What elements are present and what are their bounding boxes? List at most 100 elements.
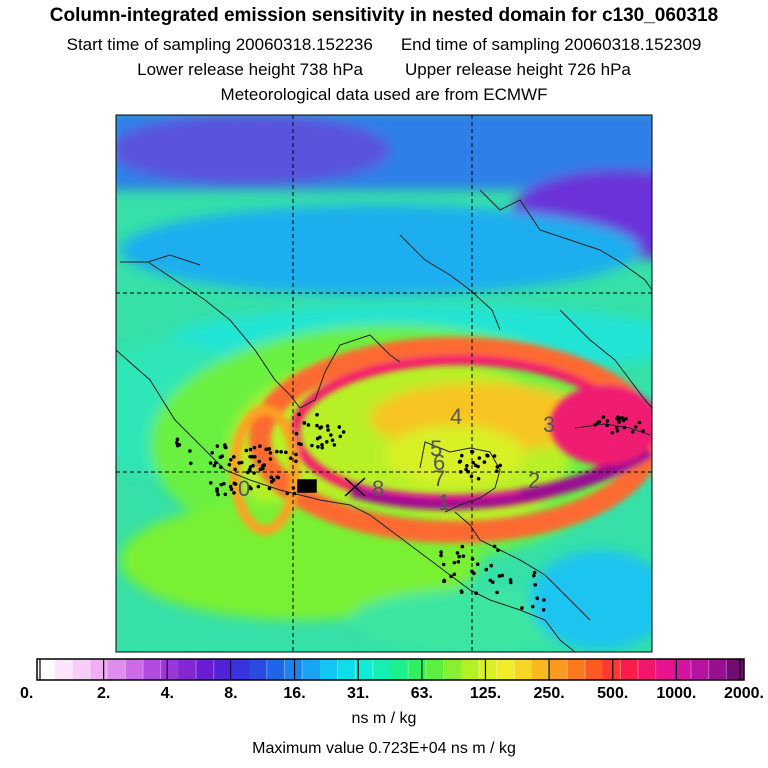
map-dot [460, 544, 465, 549]
maximum-value: Maximum value 0.723E+04 ns m / kg [252, 740, 516, 757]
map-dot [508, 578, 513, 582]
map-dot [244, 448, 249, 453]
map-dot [219, 482, 224, 487]
map-dot [250, 455, 255, 459]
map-dot [475, 562, 480, 567]
colorbar-tick-label: 16. [283, 685, 305, 702]
colorbar-cell [443, 659, 462, 680]
time-marker-7: 7 [433, 466, 445, 491]
map-dot [228, 484, 233, 489]
colorbar-cell [249, 659, 268, 680]
map-dot [288, 456, 293, 461]
map-dot [302, 421, 307, 425]
map-dot [329, 433, 333, 437]
time-marker-2: 2 [528, 468, 540, 493]
colorbar-cell [496, 659, 515, 680]
map-dot [532, 573, 536, 578]
map-dot [520, 606, 524, 610]
map-dot [337, 425, 342, 429]
map-dot [251, 463, 255, 468]
map-dot [325, 424, 330, 428]
map-dot [208, 461, 213, 465]
map-dot [245, 470, 250, 475]
map-dot [232, 481, 237, 486]
colorbar-cell [372, 659, 391, 680]
map-dot [215, 444, 220, 448]
map-dot [470, 449, 475, 454]
map-dot [593, 422, 597, 427]
map-dot [495, 590, 499, 595]
colorbar-cell [266, 659, 285, 680]
colorbar-cell [125, 659, 144, 680]
map-dot [541, 607, 546, 612]
map-dot [533, 583, 538, 587]
time-marker-1: 1 [438, 490, 450, 515]
map-dot [258, 444, 262, 449]
map-dot [617, 420, 621, 424]
map-dot [264, 447, 268, 452]
map-dot [219, 465, 223, 470]
map-dot [223, 443, 227, 447]
map-frame [115, 114, 653, 653]
colorbar-cell [690, 659, 710, 680]
map-dot [476, 476, 481, 481]
map-dot [231, 455, 236, 459]
lower-release-label: Lower release height 738 hPa [137, 60, 363, 79]
map-dot [621, 418, 626, 423]
colorbar-cell [549, 659, 568, 680]
map-dot [470, 557, 475, 561]
colorbar-cell [231, 659, 250, 680]
colorbar: 0. 2. 4. 8. 16. 31. 63. 125. 250. 500. 1000. 2000. [20, 658, 764, 702]
map-dot [531, 604, 535, 609]
colorbar-cell [37, 659, 56, 680]
map-dot [601, 415, 606, 419]
map-dot [210, 450, 214, 455]
colorbar-cell [602, 659, 621, 680]
colorbar-cell [178, 659, 197, 680]
map-dot [459, 589, 464, 593]
colorbar-cell [620, 659, 639, 680]
map-dot [492, 544, 497, 549]
map-dot [341, 430, 346, 434]
map-dot [495, 469, 499, 474]
map-dot [253, 454, 257, 459]
colorbar-unit: ns m / kg [351, 710, 417, 727]
map-dot [261, 466, 265, 471]
map-dot [267, 447, 271, 451]
map-dot [271, 478, 276, 482]
map-dot [630, 429, 635, 434]
colorbar-cell [319, 659, 338, 680]
time-markers: 0 8 7 6 5 4 3 2 1 [238, 404, 555, 515]
map-dot [294, 459, 298, 464]
time-marker-4: 4 [450, 404, 462, 429]
colorbar-cell [337, 659, 356, 680]
map-dot [267, 486, 272, 491]
map-dot [465, 463, 469, 468]
map-dot [315, 412, 319, 417]
map-dot [492, 454, 497, 458]
map-dot [275, 475, 280, 479]
map-dot [615, 429, 620, 433]
colorbar-cell [390, 659, 409, 680]
map-dot [495, 465, 500, 469]
map-dot [464, 467, 468, 472]
colorbar-cell [160, 659, 179, 680]
map-dot [275, 449, 279, 454]
colorbar-cell [425, 659, 445, 680]
map-dot [641, 429, 645, 433]
map-dot [291, 486, 296, 490]
colorbar-tick-label: 2000. [724, 685, 764, 702]
map-dot [279, 450, 283, 454]
start-time-label: Start time of sampling 20060318.152236 [66, 35, 373, 54]
colorbar-cell [143, 659, 162, 680]
map-dot [188, 449, 192, 453]
map-dot [284, 450, 288, 455]
map-dot [461, 554, 466, 558]
colorbar-tick-label: 63. [411, 685, 433, 702]
release-heights: Lower release height 738 hPa Upper releas… [0, 60, 768, 80]
map-dot [497, 574, 502, 578]
map-dot [532, 570, 537, 575]
map-dot [247, 467, 252, 472]
map-dot [616, 415, 620, 419]
